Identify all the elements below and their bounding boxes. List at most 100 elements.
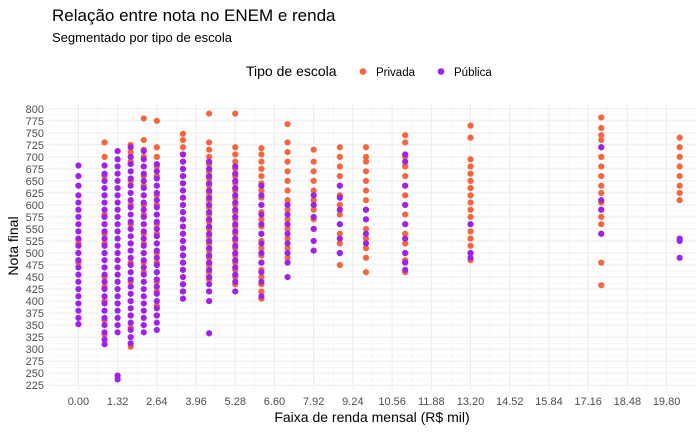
point-privada <box>598 221 605 228</box>
point-publica <box>153 225 160 233</box>
point-publica <box>101 314 108 321</box>
point-publica <box>140 156 147 163</box>
point-publica <box>75 249 82 257</box>
point-publica <box>140 163 147 170</box>
point-publica <box>140 293 147 300</box>
point-publica <box>258 293 265 300</box>
point-privada <box>336 153 343 160</box>
x-tick-label: 18.48 <box>614 396 642 408</box>
x-tick-label: 11.88 <box>418 396 445 408</box>
point-privada <box>598 132 605 139</box>
chart-subtitle: Segmentado por tipo de escola <box>52 30 233 45</box>
point-privada <box>101 139 108 146</box>
point-publica <box>206 281 213 288</box>
point-publica <box>75 271 82 278</box>
legend: Tipo de escola Privada Pública <box>246 63 492 79</box>
point-publica <box>598 230 605 237</box>
point-publica <box>179 273 187 281</box>
point-publica <box>75 293 82 300</box>
point-publica <box>153 276 160 283</box>
point-privada <box>362 177 370 185</box>
point-privada <box>467 156 474 163</box>
point-publica <box>402 182 409 189</box>
point-publica <box>140 307 147 314</box>
x-tick-label: 3.96 <box>185 396 206 408</box>
point-publica <box>101 329 108 336</box>
point-publica <box>127 319 134 326</box>
point-publica <box>140 192 147 199</box>
point-publica <box>284 273 291 281</box>
point-publica <box>114 314 121 321</box>
point-publica <box>402 158 409 165</box>
point-privada <box>467 242 474 249</box>
point-privada <box>310 197 317 204</box>
x-tick-label: 6.60 <box>264 396 285 408</box>
y-tick-label: 450 <box>26 272 44 284</box>
point-publica <box>467 221 474 228</box>
point-privada <box>362 153 370 160</box>
point-privada <box>284 177 291 185</box>
point-publica <box>127 144 134 151</box>
point-publica <box>114 148 121 155</box>
point-privada <box>284 139 291 146</box>
point-publica <box>101 170 108 177</box>
point-publica <box>101 206 108 213</box>
point-publica <box>114 199 121 206</box>
point-publica <box>598 206 605 213</box>
point-publica <box>114 228 121 235</box>
point-privada <box>310 177 317 185</box>
point-privada <box>284 216 291 223</box>
y-tick-label: 550 <box>26 224 44 236</box>
point-publica <box>101 221 108 228</box>
point-publica <box>127 297 134 305</box>
point-privada <box>310 206 317 213</box>
point-publica <box>153 247 160 254</box>
point-privada <box>402 163 409 170</box>
point-publica <box>284 211 291 218</box>
point-publica <box>179 223 187 230</box>
point-publica <box>232 278 239 285</box>
point-publica <box>101 307 108 314</box>
point-publica <box>179 288 187 295</box>
y-axis-title: Nota final <box>5 216 21 275</box>
point-privada <box>676 182 683 189</box>
point-privada <box>179 130 187 137</box>
point-publica <box>206 187 213 194</box>
point-privada <box>284 225 291 233</box>
point-publica <box>114 206 121 213</box>
point-publica <box>206 194 213 201</box>
point-privada <box>258 151 265 158</box>
point-publica <box>140 228 147 235</box>
point-publica <box>179 165 187 172</box>
point-privada <box>258 245 265 252</box>
point-publica <box>127 290 134 297</box>
point-publica <box>598 197 605 204</box>
point-publica <box>127 211 134 218</box>
point-privada <box>402 192 409 199</box>
point-publica <box>114 192 121 199</box>
point-publica <box>127 261 134 269</box>
point-privada <box>402 139 409 146</box>
point-privada <box>362 225 370 233</box>
point-publica <box>153 233 160 240</box>
point-publica <box>206 216 213 223</box>
point-privada <box>127 148 134 156</box>
point-publica <box>127 233 134 240</box>
y-tick-label: 650 <box>26 176 44 188</box>
y-tick-label: 600 <box>26 200 44 212</box>
point-privada <box>467 199 474 206</box>
point-publica <box>402 249 409 257</box>
point-publica <box>127 225 134 233</box>
point-publica <box>153 290 160 297</box>
point-publica <box>75 173 82 180</box>
point-privada <box>362 245 370 252</box>
point-publica <box>101 235 108 242</box>
point-publica <box>179 230 187 237</box>
point-publica <box>101 322 108 329</box>
point-privada <box>258 173 265 180</box>
x-tick-label: 17.16 <box>574 396 602 408</box>
y-tick-label: 725 <box>26 140 44 152</box>
point-publica <box>336 221 343 228</box>
point-publica <box>232 257 239 264</box>
point-publica <box>153 312 160 319</box>
